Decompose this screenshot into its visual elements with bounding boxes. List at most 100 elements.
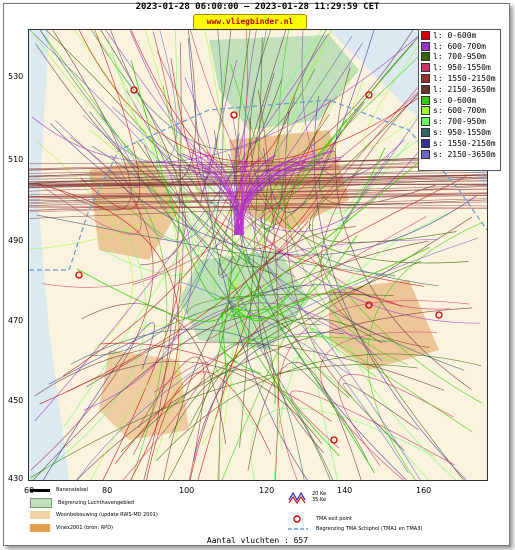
flight-track — [29, 207, 487, 209]
legend-item: l: 950-1550m — [419, 62, 500, 73]
flight-track — [83, 30, 178, 164]
flight-track — [313, 333, 341, 480]
flight-track — [308, 167, 457, 243]
flight-track — [167, 36, 352, 330]
key-runways: Banenstelsel — [30, 487, 88, 493]
flight-track — [29, 30, 333, 250]
time-range-title: 2023-01-28 06:00:00 – 2023-01-28 11:29:5… — [135, 2, 380, 12]
tma-exit-point — [435, 311, 443, 319]
flight-track — [205, 216, 427, 342]
flight-track — [238, 285, 340, 457]
x-tick-80: 80 — [102, 486, 113, 495]
flight-track — [179, 281, 350, 375]
flight-track — [29, 200, 487, 207]
flight-track — [218, 308, 262, 374]
key-airport-boundary-label: Begrenzing Luchthavengebied — [58, 500, 135, 506]
flight-track — [29, 205, 487, 209]
tma-exit-point — [130, 86, 138, 94]
key-tma-boundary-label: Begrenzing TMA Schiphol (TMA1 en TMA3) — [316, 526, 423, 532]
y-tick-490: 490 — [8, 236, 24, 245]
flight-track — [227, 234, 358, 319]
key-vinex: Vinex2001 (bron: RPD) — [30, 524, 113, 532]
flight-track — [218, 30, 287, 276]
flight-track — [136, 140, 278, 275]
flight-track — [237, 150, 333, 236]
legend-swatch — [421, 41, 430, 51]
flight-track — [76, 237, 479, 480]
flight-track — [264, 30, 349, 398]
x-tick-60: 60 — [24, 486, 34, 495]
tma-boundary-icon — [288, 528, 308, 530]
legend-label: l: 600-700m — [433, 41, 486, 51]
flight-track — [259, 112, 289, 232]
flight-track — [226, 118, 347, 296]
flight-track — [320, 130, 410, 215]
flight-track — [120, 261, 422, 452]
altitude-legend: l: 0-600m l: 600-700m l: 700-950m l: 950-15… — [418, 29, 501, 171]
tma-exit-icon — [293, 515, 301, 523]
flight-track — [29, 201, 487, 211]
flight-track — [91, 145, 305, 480]
kv20-label: 20 Ke — [312, 491, 327, 497]
flight-track — [29, 154, 487, 177]
legend-label: s: 700-950m — [433, 117, 486, 127]
flight-track — [29, 199, 487, 219]
flight-track — [163, 226, 356, 480]
flight-track — [215, 222, 259, 299]
legend-item: l: 600-700m — [419, 41, 500, 52]
legend-swatch — [421, 74, 430, 84]
legend-swatch — [421, 95, 430, 105]
legend-swatch — [421, 106, 430, 116]
legend-label: s: 600-700m — [433, 106, 486, 116]
key-airport-boundary: Begrenzing Luchthavengebied — [30, 498, 134, 508]
flight-track — [130, 30, 296, 169]
flight-track — [175, 30, 233, 286]
flight-track — [30, 137, 154, 471]
flight-track — [221, 254, 333, 480]
flight-track — [193, 331, 344, 461]
flight-track — [50, 123, 478, 256]
flight-track — [137, 356, 205, 480]
flight-track — [29, 162, 487, 170]
legend-label: l: 950-1550m — [433, 63, 491, 73]
flight-track — [213, 60, 255, 426]
flight-track — [29, 198, 487, 213]
y-tick-470: 470 — [8, 316, 24, 325]
flight-track — [248, 72, 365, 212]
flight-track — [278, 30, 408, 365]
flight-track — [45, 30, 276, 404]
key-noise-contours: 20 Ke 35 Ke — [288, 490, 326, 504]
x-tick-100: 100 — [179, 486, 195, 495]
urban-area-south — [99, 350, 189, 440]
flight-track — [29, 174, 487, 187]
legend-item: s: 1550-2150m — [419, 138, 500, 149]
flight-track — [76, 268, 227, 322]
tma-exit-point — [330, 436, 338, 444]
legend-label: l: 700-950m — [433, 52, 486, 62]
flight-track — [188, 318, 382, 427]
flight-track — [309, 327, 473, 433]
flight-track — [130, 60, 223, 300]
flight-track — [237, 165, 246, 236]
flight-track — [29, 192, 487, 198]
flight-track — [223, 147, 386, 318]
flight-track — [229, 284, 292, 322]
map-key: Banenstelsel Begrenzing Luchthavengebied… — [30, 487, 490, 537]
legend-item: l: 2150-3650m — [419, 84, 500, 95]
flight-track — [141, 30, 267, 242]
legend-item: s: 600-700m — [419, 106, 500, 117]
tma-exit-point — [75, 271, 83, 279]
flight-track — [195, 165, 237, 236]
legend-swatch — [421, 149, 430, 159]
site-badge[interactable]: www.vliegbinder.nl — [193, 14, 307, 30]
y-tick-530: 530 — [8, 72, 24, 81]
flight-track — [83, 90, 193, 411]
key-tma-exit-label: TMA exit point — [316, 516, 353, 522]
legend-label: s: 950-1550m — [433, 128, 491, 138]
flight-track — [111, 106, 421, 480]
flight-track — [43, 322, 155, 480]
flight-track — [343, 382, 419, 452]
flight-track — [99, 342, 332, 422]
y-tick-430: 430 — [8, 474, 24, 483]
flight-track — [130, 187, 168, 480]
